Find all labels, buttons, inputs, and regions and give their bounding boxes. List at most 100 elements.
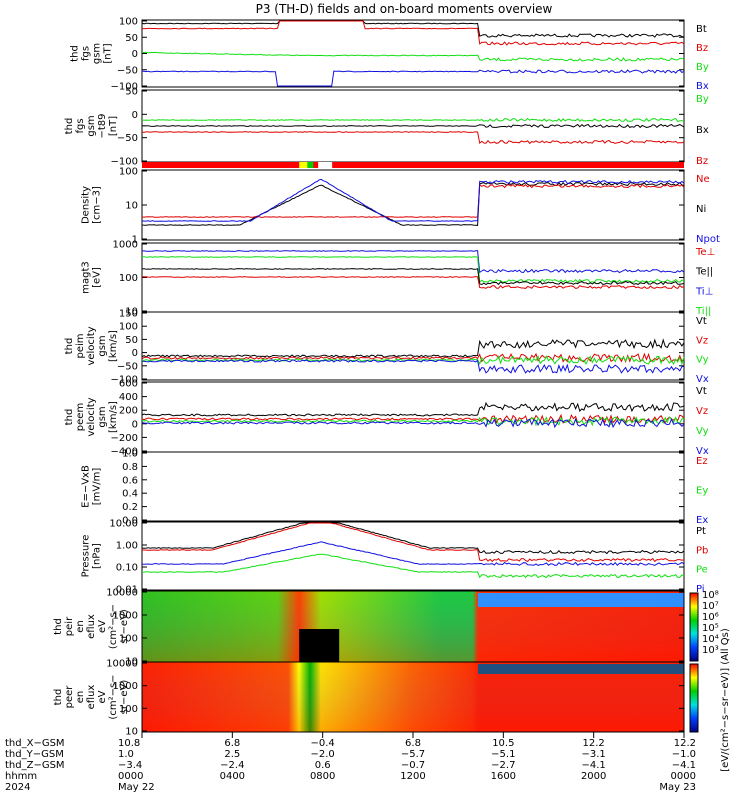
ylabel-line: gsm [97, 335, 108, 356]
ylabel-line: magt3 [81, 261, 92, 294]
ylabel-line: sr−eV) [119, 680, 130, 715]
footer-value-x: 10.5 [492, 738, 514, 749]
spectrogram-saturation-block [299, 629, 340, 662]
series-line-black [141, 268, 685, 286]
ylabel-line: thd [70, 45, 81, 62]
panel-efield: 1.0 0.8 0.6 0.4 0.2 0.0 E=−VxB [mV/m] Ez Ey Ex [81, 449, 709, 527]
panel-frame [141, 19, 685, 88]
colorbar-peir [689, 592, 699, 662]
legend-Pb: Pb [696, 545, 708, 556]
ytick-label: 10 [125, 727, 138, 738]
footer-value-y: −5.7 [401, 749, 425, 760]
legend-Vx: Vx [696, 374, 709, 385]
ytick-label: 0.2 [122, 502, 138, 513]
series-line-blue [142, 250, 685, 274]
legend-By: By [696, 94, 709, 105]
series-line-red [141, 352, 685, 364]
panel-peir_spectrogram: 10000 1000 100 10 thd peir en eflux eV (cm²−s− sr−… [53, 588, 685, 668]
footer-value-y: 1.0 [118, 749, 134, 760]
footer-value-x: 6.8 [224, 738, 240, 749]
ytick-label: 0 [132, 348, 138, 359]
series-line-blue [141, 69, 685, 87]
ylabel-line: E=−VxB [81, 465, 92, 508]
footer-row-label: thd_X−GSM [5, 738, 65, 749]
footer-date: May 23 [659, 782, 696, 793]
ylabel-line: thd [53, 689, 64, 706]
ylabel-line: eV [97, 620, 108, 633]
footer: thd_X−GSMthd_Y−GSMthd_Z−GSMhhmm202410.81… [5, 732, 696, 793]
ytick-label: 1.00 [116, 541, 138, 552]
series-line-black [141, 181, 685, 226]
colorbar-peer [689, 663, 699, 733]
legend-Ex: Ex [696, 515, 708, 526]
ylabel-line: [eV] [92, 267, 103, 288]
ylabel-line: thd [64, 338, 75, 355]
series-line-green [141, 553, 685, 579]
series-line-blue [141, 178, 685, 222]
ylabel-line: peer [64, 685, 75, 709]
legend-Vz: Vz [696, 335, 708, 346]
ytick-label: −50 [117, 361, 138, 372]
series-line-blue [141, 417, 685, 429]
ytick-label: 100 [119, 322, 138, 333]
ytick-label: 50 [125, 335, 138, 346]
panel-peim_velocity: 150 100 50 0 −50 −100 thd peim velocity gsm [km/s]… [64, 309, 709, 386]
legend-Ez: Ez [696, 456, 708, 467]
footer-value-z: −4.1 [672, 760, 696, 771]
footer-value-time: 1600 [491, 771, 516, 782]
legend-Pi: Pi [696, 584, 705, 595]
ytick-label: 0.8 [122, 462, 138, 473]
colorbar-tick: 10³ [702, 645, 719, 656]
ytick-label: 0 [132, 419, 138, 430]
colorbar-tick: 10⁸ [702, 590, 719, 601]
ytick-label: 50 [125, 87, 138, 98]
ytick-label: −50 [117, 133, 138, 144]
ytick-label: 100 [119, 17, 138, 28]
ylabel-line: [km/s] [108, 330, 119, 362]
panel-frame [141, 242, 685, 313]
legend-Ey: Ey [696, 486, 708, 497]
panel-fgs_gsm: 100 50 0 −50 −100 thd fgs gsm [nT] Bt Bz By Bx [70, 17, 709, 93]
ytick-label: −50 [117, 65, 138, 76]
footer-date: May 22 [118, 782, 155, 793]
ytick-label: 200 [119, 406, 138, 417]
ylabel-line: [nT] [103, 43, 114, 63]
legend-Ti⊥: Ti⊥ [695, 286, 713, 297]
footer-value-y: −3.1 [582, 749, 606, 760]
footer-value-time: 2000 [581, 771, 606, 782]
footer-value-z: −4.1 [582, 760, 606, 771]
series-line-blue [142, 541, 685, 567]
ytick-label: 1.0 [122, 449, 138, 460]
panel-fgs_gsm_minus_t89: 50 0 −50 −100 thd fgs gsm −t89 [nT] By Bx Bz [64, 87, 709, 168]
legend-Bx: Bx [696, 125, 709, 136]
ytick-label: 0.01 [116, 585, 138, 596]
ylabel-line: sr−eV) [119, 609, 130, 644]
ylabel-line: gsm [86, 115, 97, 136]
ytick-label: 0.0 [122, 516, 138, 527]
footer-value-x: −0.4 [311, 738, 335, 749]
ylabel-line: peim [75, 333, 86, 358]
ylabel-line: velocity [86, 397, 97, 436]
legend-Ne: Ne [696, 174, 710, 185]
series-line-green [141, 354, 685, 366]
ytick-label: 1000 [113, 681, 138, 692]
legend-Vy: Vy [696, 355, 709, 366]
ylabel-line: gsm [92, 43, 103, 64]
panel-frame [141, 521, 685, 591]
chart-title: P3 (TH-D) fields and on-board moments ov… [256, 2, 553, 16]
ytick-label: 0.4 [122, 489, 138, 500]
series-line-black [141, 20, 685, 38]
legend-Bz: Bz [696, 156, 708, 167]
legend-Vy: Vy [696, 426, 709, 437]
ylabel-line: peir [64, 616, 75, 636]
ytick-label: 600 [119, 379, 138, 390]
footer-value-time: 0800 [310, 771, 335, 782]
ylabel-line: en [75, 620, 86, 633]
panel-peer_spectrogram: 10000 1000 100 10 thd peer en eflux eV (cm²−s− sr−… [53, 659, 685, 738]
series-line-green [141, 416, 685, 427]
footer-value-z: 0.6 [315, 760, 331, 771]
ytick-label: 10 [125, 657, 138, 668]
ytick-label: 0 [132, 110, 138, 121]
